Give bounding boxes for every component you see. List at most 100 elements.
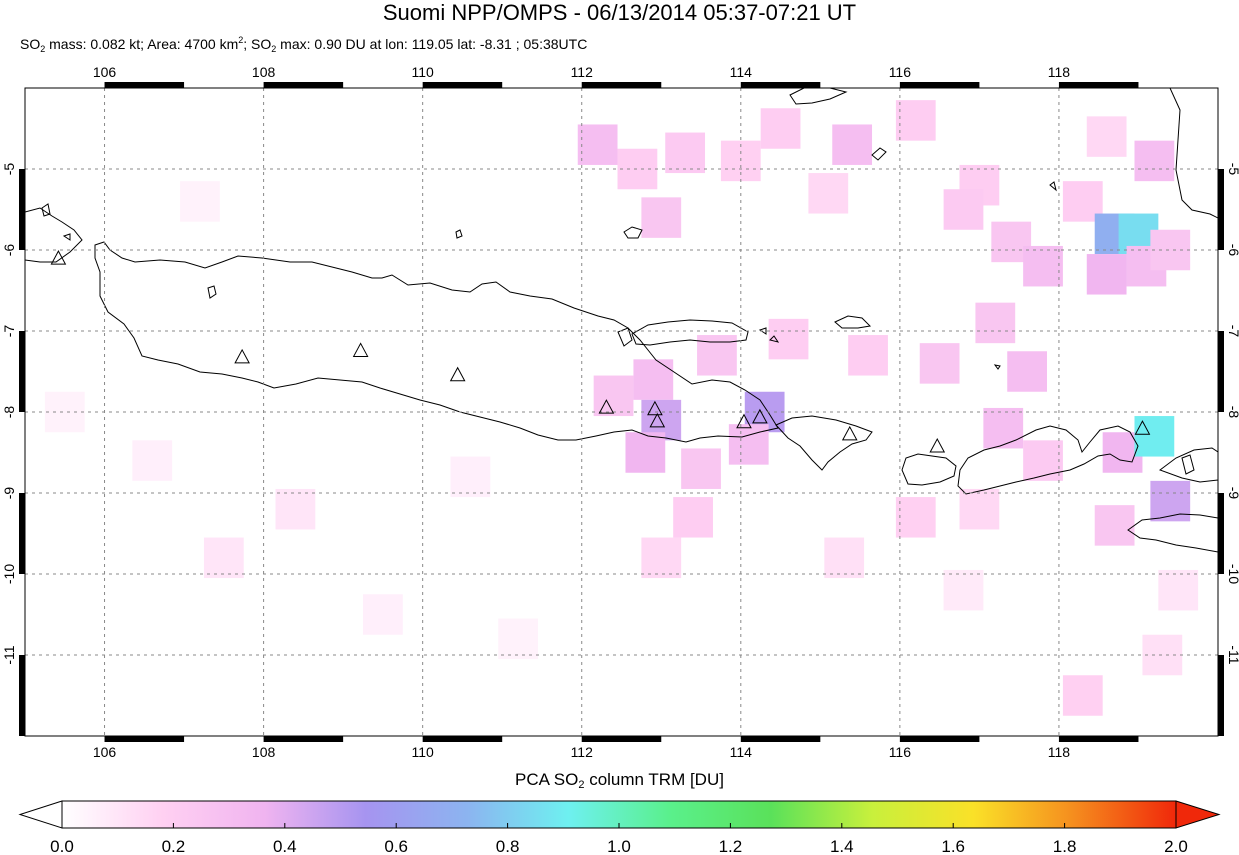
lat-tick-label-right: -11	[1226, 645, 1239, 664]
so2-pixel	[132, 440, 173, 481]
so2-pixel	[625, 432, 666, 473]
lombok-coastline	[901, 453, 957, 486]
so2-pixel	[203, 537, 244, 579]
frame-bars	[19, 82, 1224, 742]
so2-pixel	[1150, 229, 1191, 271]
colorbar-tick-label: 0.6	[384, 837, 408, 855]
volcano-marker	[929, 437, 946, 453]
so2-pixel	[760, 108, 801, 149]
so2-pixel	[498, 618, 538, 660]
so2-max-text: max: 0.90 DU at lon: 119.05 lat: -8.31 ;…	[276, 36, 588, 52]
lon-tick-label-top: 114	[730, 64, 753, 80]
lon-tick-label-bottom: 118	[1048, 744, 1071, 760]
so2-pixel	[1023, 440, 1063, 481]
kalimantan-coastline	[789, 88, 848, 105]
so2-pixel	[943, 189, 984, 230]
colorbar-tick-label: 0.0	[50, 837, 74, 855]
sumbawa-coastline	[957, 425, 1139, 495]
so2-pixel	[1007, 351, 1048, 392]
so2-pixel	[848, 335, 888, 376]
so2-pixel	[1086, 116, 1127, 157]
lat-tick-label-left: -5	[1, 163, 17, 176]
colorbar-tick-label: 2.0	[1164, 837, 1188, 855]
so2-pixel	[593, 375, 634, 417]
lon-tick-label-top: 116	[889, 64, 912, 80]
volcano-marker	[649, 412, 666, 428]
so2-pixel	[633, 359, 674, 400]
flores-coastline	[1158, 447, 1218, 483]
frame-bar-top	[263, 82, 344, 88]
madura-coastline	[631, 319, 749, 346]
frame-bar-left	[19, 655, 25, 736]
so2-pixel	[681, 448, 721, 489]
lat-tick-label-right: -10	[1226, 564, 1239, 584]
sumatra-coastline	[25, 207, 83, 263]
colorbar-min-arrow	[18, 800, 63, 829]
frame-bar-bottom	[422, 736, 503, 742]
so2-pixel	[832, 124, 873, 165]
so2-pixel	[1134, 416, 1175, 457]
bawean-coastline	[623, 226, 643, 239]
so2-pixel	[577, 124, 618, 165]
volcano-marker	[752, 408, 768, 424]
karimunjawa-coastline	[455, 229, 463, 239]
so2-pixel	[1142, 634, 1183, 676]
so2-pixel	[363, 594, 403, 635]
frame-bar-top	[581, 82, 662, 88]
so2-pixel	[808, 173, 849, 214]
colorbar-title: PCA SO2 column TRM [DU]	[0, 770, 1239, 791]
so2-pixel	[824, 537, 865, 579]
colorbar-tick-label: 0.2	[162, 837, 186, 855]
so2-pixel	[1062, 675, 1103, 716]
colorbar-ticks: 0.0 0.2 0.4 0.6 0.8 1.0 1.2 1.4 1.6 1.8 2.0	[50, 823, 1188, 855]
lat-lon-grid	[25, 88, 1218, 736]
colorbar: 0.0 0.2 0.4 0.6 0.8 1.0 1.2 1.4 1.6 1.8 2.0	[18, 800, 1221, 855]
so2-pixels	[44, 100, 1199, 716]
so2-pixel	[959, 488, 1000, 530]
frame-bar-top	[1058, 82, 1139, 88]
so2-pixel	[1023, 245, 1063, 287]
sulawesi-coastline	[1169, 88, 1218, 219]
frame-bar-top	[104, 82, 185, 88]
frame-bar-left	[19, 493, 25, 574]
frame-bar-right	[1218, 169, 1224, 250]
lon-tick-label-bottom: 112	[571, 744, 594, 760]
frame-bar-bottom	[1058, 736, 1139, 742]
thousand-islands	[41, 203, 217, 299]
lon-tick-label-bottom: 108	[252, 744, 276, 760]
colorbar-max-arrow	[1175, 800, 1221, 829]
java-coastline	[94, 241, 779, 443]
frame-bar-top	[740, 82, 821, 88]
small-islands-east	[617, 147, 1195, 475]
lat-tick-label-left: -6	[1, 244, 17, 257]
so2-pixel	[1086, 254, 1127, 295]
so2-pixel	[44, 391, 85, 433]
volcano-marker	[234, 348, 250, 364]
volcano-marker	[352, 342, 369, 357]
frame-bar-right	[1218, 331, 1224, 412]
coastlines	[25, 88, 1218, 553]
volcano-markers	[50, 250, 1151, 453]
so2-pixel	[1134, 140, 1175, 182]
frame-bar-bottom	[263, 736, 344, 742]
frame-bar-left	[19, 169, 25, 250]
so2-pixel	[641, 197, 682, 238]
so2-pixel	[641, 537, 682, 579]
frame-bar-top	[422, 82, 503, 88]
volcano-marker	[598, 399, 615, 414]
lat-tick-label-right: -5	[1226, 163, 1239, 176]
frame-bar-left	[19, 331, 25, 412]
lon-tick-label-top: 106	[93, 64, 117, 80]
lat-tick-label-left: -8	[1, 406, 17, 419]
lon-tick-label-top: 110	[412, 64, 435, 80]
so2-pixel	[617, 148, 658, 190]
frame-bar-bottom	[581, 736, 662, 742]
so2-max-subscript: 2	[271, 44, 277, 54]
so2-pixel	[728, 424, 769, 465]
frame-bar-bottom	[740, 736, 821, 742]
so2-pixel	[450, 456, 491, 498]
volcano-marker	[736, 413, 752, 429]
sumba-coastline	[1127, 513, 1218, 553]
lat-tick-label-left: -7	[1, 325, 17, 338]
